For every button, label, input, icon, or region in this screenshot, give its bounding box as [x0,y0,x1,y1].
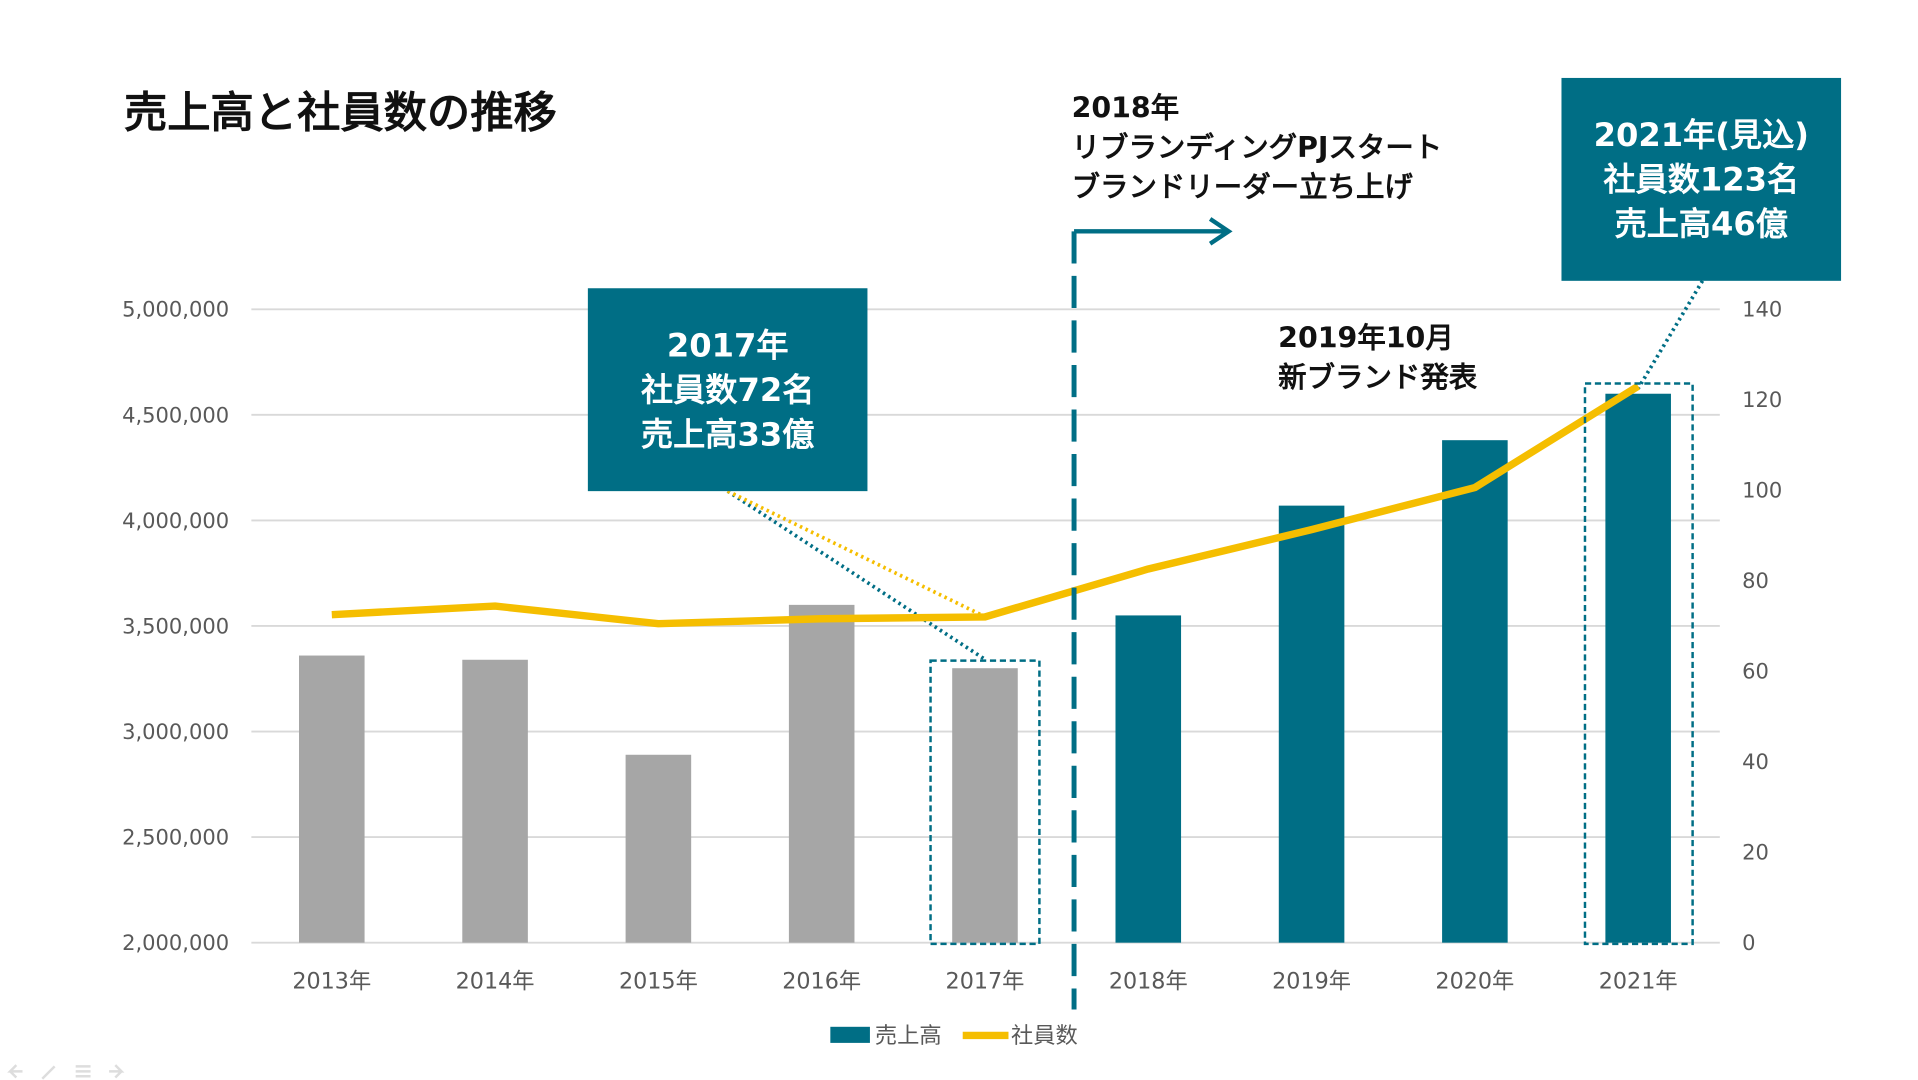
category-label: 2020年 [1435,968,1514,994]
callout-2021-line2: 社員数123名 [1603,161,1799,199]
category-label: 2017年 [946,968,1025,994]
right-tick-label: 120 [1742,387,1782,412]
bar-2020年 [1442,440,1508,943]
pen-icon[interactable] [41,1065,56,1080]
rebrand-note-1: 2018年 [1072,92,1180,125]
bar-2019年 [1278,505,1345,943]
leader-2021 [1636,279,1705,390]
right-axis: 0 20 40 60 80 100 120 140 [1742,297,1782,955]
category-label: 2019年 [1272,968,1351,994]
previous-icon[interactable] [7,1064,23,1079]
right-tick-label: 20 [1742,840,1769,865]
left-axis: 2,000,000 2,500,000 3,000,000 3,500,000 4,00… [122,297,229,955]
right-tick-label: 0 [1742,930,1755,955]
left-tick-label: 2,000,000 [122,930,229,955]
bar-2014年 [462,659,528,943]
highlight-2021 [1583,382,1694,946]
launch-note-2: 新ブランド発表 [1278,361,1478,394]
callout-2017-line2: 社員数72名 [641,371,814,409]
legend: 売上高 社員数 [830,1023,1078,1049]
right-tick-label: 40 [1742,749,1769,774]
bar-2018年 [1115,615,1182,943]
callout-2017: 2017年 社員数72名 売上高33億 [587,288,868,492]
rebrand-note-2: リブランディングPJスタート [1072,131,1443,164]
arrow-head-icon [1208,217,1233,246]
menu-icon[interactable] [75,1065,91,1078]
callout-2021-line1: 2021年(見込) [1594,116,1809,154]
callout-2017-line1: 2017年 [667,326,789,364]
bar-2021年 [1605,393,1671,943]
callout-2017-line3: 売上高33億 [641,415,814,453]
category-label: 2014年 [456,968,535,994]
right-tick-label: 140 [1742,297,1782,322]
category-label: 2015年 [619,968,698,994]
category-label: 2021年 [1599,968,1678,994]
left-tick-label: 5,000,000 [122,297,229,322]
slideshow-controls[interactable] [7,1064,125,1080]
right-tick-label: 60 [1742,659,1769,684]
category-label: 2013年 [292,968,371,994]
bar-2016年 [788,604,855,943]
highlight-2017 [929,659,1041,946]
rebrand-note-3: ブランドリーダー立ち上げ [1072,171,1414,204]
left-tick-label: 4,000,000 [122,508,229,533]
x-axis: 2013年 2014年 2015年 2016年 2017年 2018年 2019年 2020年… [292,968,1677,994]
callout-2021: 2021年(見込) 社員数123名 売上高46億 [1561,77,1842,281]
left-tick-label: 3,500,000 [122,613,229,638]
right-tick-label: 100 [1742,478,1782,503]
bar-2013年 [299,655,365,943]
legend-employees-label: 社員数 [1011,1023,1078,1049]
left-tick-label: 4,500,000 [122,402,229,427]
callout-2021-line3: 売上高46億 [1615,205,1788,243]
left-tick-label: 2,500,000 [122,825,229,850]
bar-2017年 [952,668,1018,943]
category-label: 2018年 [1109,968,1188,994]
next-icon[interactable] [109,1064,125,1079]
bar-2015年 [625,754,692,943]
leader-2017-sales [726,489,986,661]
left-tick-label: 3,000,000 [122,719,229,744]
right-tick-label: 80 [1742,568,1769,593]
legend-sales-swatch [830,1026,870,1043]
legend-sales-label: 売上高 [875,1023,942,1049]
launch-note-1: 2019年10月 [1278,322,1454,355]
category-label: 2016年 [782,968,861,994]
bars [299,393,1671,943]
leader-2017-employees [726,489,983,617]
employees-line [331,383,1641,628]
chart-title: 売上高と社員数の推移 [124,88,557,138]
